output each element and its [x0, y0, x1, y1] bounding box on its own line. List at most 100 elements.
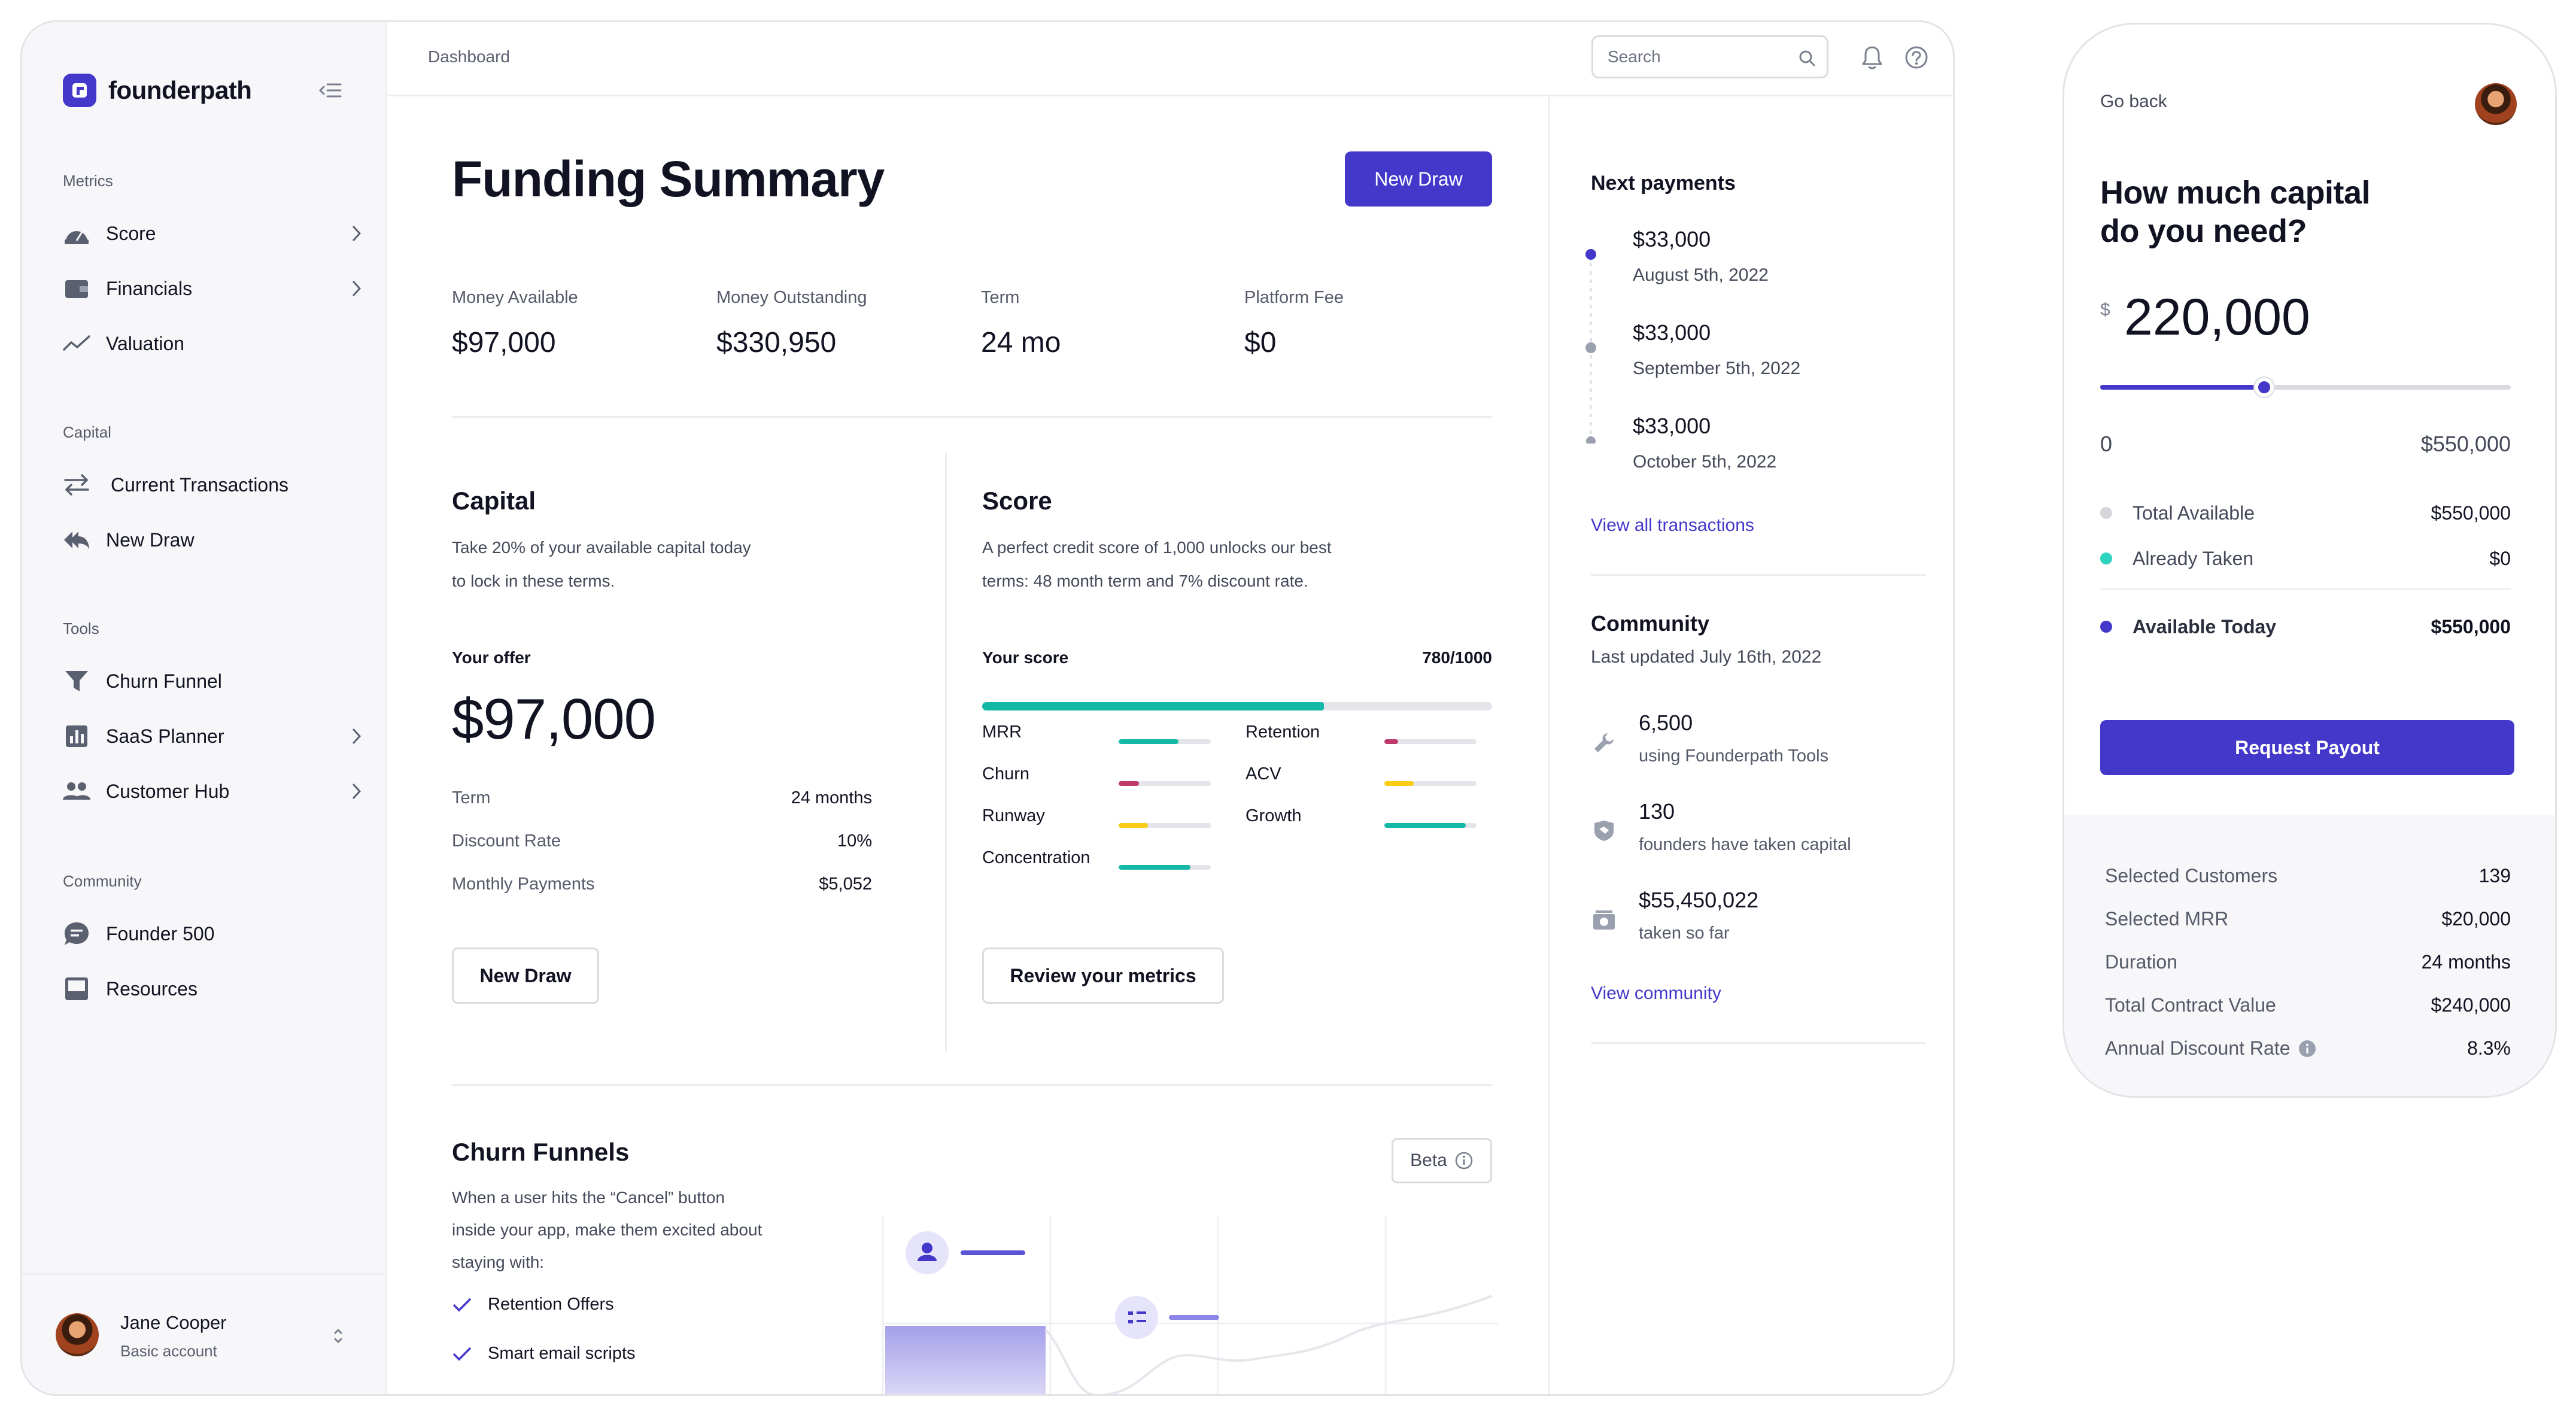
collapse-sidebar-icon[interactable] — [317, 78, 343, 102]
monthly-payments-value: $5,052 — [819, 874, 872, 894]
detail-label: Selected Customers — [2105, 865, 2278, 886]
divider — [452, 1084, 1492, 1086]
sidebar-item-current-transactions[interactable]: Current Transactions — [63, 464, 362, 506]
request-payout-button[interactable]: Request Payout — [2100, 720, 2514, 775]
user-menu[interactable]: Jane Cooper Basic account — [22, 1273, 387, 1394]
beta-badge[interactable]: Beta — [1392, 1138, 1492, 1183]
view-all-transactions-link[interactable]: View all transactions — [1591, 515, 1754, 535]
community-stat-label: taken so far — [1639, 924, 1730, 943]
metric-label: ACV — [1246, 764, 1281, 784]
help-icon[interactable] — [1904, 45, 1929, 70]
sidebar-item-score[interactable]: Score — [63, 212, 362, 254]
term-label: Term — [452, 788, 491, 807]
metric-bar — [1384, 823, 1477, 828]
sidebar-item-saas-planner[interactable]: SaaS Planner — [63, 715, 362, 757]
search-icon — [1799, 50, 1815, 66]
info-icon[interactable] — [2298, 1039, 2317, 1058]
sidebar-item-label: Financials — [106, 277, 193, 299]
payment-date: August 5th, 2022 — [1633, 265, 1769, 285]
brand-name: founderpath — [108, 76, 252, 104]
slider-min: 0 — [2100, 432, 2113, 456]
trend-line-icon — [63, 330, 90, 357]
detail-label: Annual Discount Rate — [2105, 1037, 2291, 1059]
detail-label: Selected MRR — [2105, 908, 2229, 930]
total-available-label: Total Available — [2133, 502, 2255, 524]
logo[interactable]: founderpath — [63, 74, 252, 107]
topbar: Dashboard Search — [387, 22, 1953, 96]
stat-value: 24 mo — [981, 327, 1061, 359]
stat-label: Money Outstanding — [716, 288, 867, 307]
section-title-community: Community — [63, 872, 142, 890]
capital-new-draw-button[interactable]: New Draw — [452, 948, 599, 1004]
check-icon — [452, 1298, 472, 1311]
detail-label: Duration — [2105, 951, 2177, 973]
community-title: Community — [1591, 611, 1709, 636]
breadcrumb[interactable]: Dashboard — [428, 47, 510, 66]
sidebar-item-resources[interactable]: Resources — [63, 968, 362, 1010]
payment-amount: $33,000 — [1633, 414, 1711, 438]
discount-rate-value: 10% — [837, 831, 872, 851]
payment-amount: $33,000 — [1633, 227, 1711, 251]
chevron-right-icon — [352, 783, 362, 800]
right-panel: Next payments $33,000 August 5th, 2022 $… — [1548, 96, 1953, 1394]
capital-amount[interactable]: 220,000 — [2124, 289, 2310, 346]
sidebar-item-label: Resources — [106, 977, 198, 1000]
detail-value: $240,000 — [2431, 994, 2511, 1016]
churn-funnels-title: Churn Funnels — [452, 1138, 630, 1166]
check-icon — [452, 1393, 472, 1396]
handshake-icon — [1594, 821, 1614, 841]
bell-icon[interactable] — [1861, 45, 1884, 71]
sidebar-item-label: New Draw — [106, 529, 195, 551]
metric-bar — [1119, 781, 1211, 786]
sidebar-item-churn-funnel[interactable]: Churn Funnel — [63, 660, 362, 702]
user-plan: Basic account — [120, 1342, 217, 1360]
offer-value: $97,000 — [452, 687, 656, 751]
search-input[interactable]: Search — [1591, 35, 1828, 78]
review-metrics-button[interactable]: Review your metrics — [982, 948, 1224, 1004]
monthly-payments-label: Monthly Payments — [452, 874, 595, 894]
stat-label: Money Available — [452, 288, 578, 307]
sidebar-item-customer-hub[interactable]: Customer Hub — [63, 770, 362, 812]
sidebar: founderpath Metrics Score Financials Val… — [22, 22, 387, 1394]
metric-bar — [1119, 865, 1211, 870]
legend-dot — [2100, 507, 2112, 519]
sidebar-item-valuation[interactable]: Valuation — [63, 323, 362, 365]
churn-desc: inside your app, make them excited about — [452, 1220, 763, 1239]
community-stat-label: using Founderpath Tools — [1639, 746, 1829, 766]
slider-max: $550,000 — [2420, 432, 2511, 456]
detail-label-row: Annual Discount Rate — [2105, 1037, 2317, 1059]
payout-details: Selected Customers 139 Selected MRR $20,… — [2064, 815, 2555, 1096]
slider-handle[interactable] — [2255, 378, 2274, 397]
avatar[interactable] — [2475, 83, 2517, 125]
app-window: founderpath Metrics Score Financials Val… — [20, 20, 1955, 1396]
metric-bar — [1384, 781, 1477, 786]
sidebar-item-new-draw[interactable]: New Draw — [63, 519, 362, 561]
capital-question: How much capital — [2100, 175, 2371, 211]
capital-slider[interactable] — [2100, 375, 2511, 399]
avatar — [56, 1313, 99, 1356]
legend-dot — [2100, 552, 2112, 564]
wrench-icon — [1594, 733, 1614, 752]
score-title: Score — [982, 487, 1052, 515]
beta-label: Beta — [1410, 1150, 1447, 1170]
discount-rate-label: Discount Rate — [452, 831, 561, 851]
metric-bar — [1119, 823, 1211, 828]
sidebar-item-label: Founder 500 — [106, 922, 215, 945]
sidebar-item-financials[interactable]: Financials — [63, 268, 362, 309]
metric-label: Churn — [982, 764, 1029, 784]
available-today-label: Available Today — [2133, 616, 2277, 637]
chevron-right-icon — [352, 728, 362, 745]
divider — [452, 416, 1492, 418]
detail-value: 139 — [2478, 865, 2511, 886]
view-community-link[interactable]: View community — [1591, 983, 1721, 1003]
page-title: Funding Summary — [452, 151, 885, 207]
sidebar-item-founder-500[interactable]: Founder 500 — [63, 913, 362, 955]
chevron-right-icon — [352, 280, 362, 297]
capital-question: do you need? — [2100, 213, 2307, 249]
sidebar-item-label: Score — [106, 222, 156, 244]
detail-value: 24 months — [2421, 951, 2511, 973]
go-back-link[interactable]: Go back — [2100, 92, 2167, 111]
checklist-label: Retention Offers — [488, 1295, 614, 1314]
new-draw-button[interactable]: New Draw — [1345, 151, 1492, 207]
funnel-icon — [63, 667, 90, 695]
